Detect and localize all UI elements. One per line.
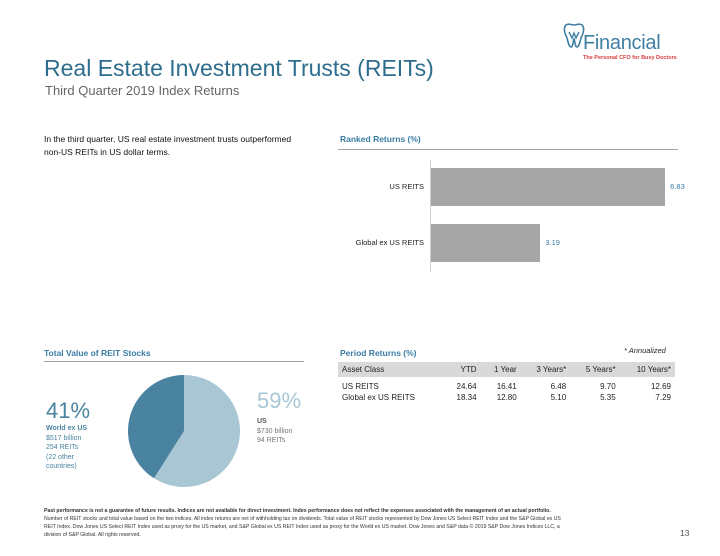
total-value-title: Total Value of REIT Stocks — [44, 348, 151, 358]
col-header: 3 Years* — [520, 362, 571, 377]
footer-bold-line: Past performance is not a guarantee of f… — [44, 508, 551, 514]
intro-text: In the third quarter, US real estate inv… — [44, 134, 292, 157]
ranked-returns-rule — [338, 149, 678, 150]
tooth-logo-icon — [563, 23, 585, 48]
col-header: Asset Class — [338, 362, 444, 377]
world-ex-us-details: World ex US $517 billion 254 REITs (22 o… — [46, 424, 87, 472]
pie-slice-world-ex-us — [127, 375, 184, 479]
reit-value-pie-chart — [127, 375, 240, 487]
pie-slice-us — [153, 375, 240, 487]
ranked-returns-title: Ranked Returns (%) — [340, 134, 421, 144]
table-cell: 5.10 — [550, 393, 567, 402]
period-returns-title: Period Returns (%) — [340, 348, 417, 358]
table-cell: 6.48 — [550, 382, 567, 391]
world-ex-us-count: 254 REITs — [46, 444, 79, 451]
table-cell: 9.70 — [600, 382, 616, 391]
logo-wordmark: Financial — [583, 32, 661, 54]
us-count: 94 REITs — [257, 437, 286, 444]
table-cell: 18.34 — [456, 393, 477, 402]
ranked-returns-chart: US REITS 6.83 Global ex US REITS 3.19 — [338, 160, 685, 280]
page-title: Real Estate Investment Trusts (REITs) — [44, 55, 434, 81]
annualized-note: * Annualized — [624, 346, 666, 355]
footer-line-2: Number of REIT stocks and total value ba… — [44, 516, 561, 522]
bar-category-label: US REITS — [389, 182, 424, 191]
table-cell: Global ex US REITS — [342, 393, 415, 402]
footer-line-3: REIT Index. Dow Jones US Select REIT Ind… — [44, 524, 560, 530]
world-ex-us-extra-2: countries) — [46, 463, 77, 470]
table-cell: 12.69 — [650, 382, 671, 391]
footer-line-4: division of S&P Global. All rights reser… — [44, 532, 141, 538]
footer-disclaimer: Past performance is not a guarantee of f… — [44, 507, 654, 539]
bar-value-label: 6.83 — [670, 182, 685, 191]
world-ex-us-percent: 41% — [46, 398, 91, 423]
table-cell: 24.64 — [456, 382, 477, 391]
chart-axis-line — [430, 160, 431, 272]
table-header-row: Asset Class YTD 1 Year 3 Years* 5 Years*… — [338, 362, 675, 377]
bar-value-label: 3.19 — [545, 238, 560, 247]
table-cell: 7.29 — [655, 393, 671, 402]
table-cell: 5.35 — [600, 393, 616, 402]
col-header: 10 Years* — [619, 362, 675, 377]
table-cell: 16.41 — [496, 382, 517, 391]
us-name: US — [257, 418, 267, 425]
table-row: US REITS 24.64 16.41 6.48 9.70 12.69 — [338, 377, 675, 392]
us-details: US $730 billion 94 REITs — [257, 417, 292, 446]
logo-tagline: The Personal CFO for Busy Doctors — [583, 55, 677, 61]
us-percent: 59% — [257, 388, 302, 413]
table-cell: US REITS — [342, 382, 379, 391]
bar-category-label: Global ex US REITS — [355, 238, 424, 247]
world-ex-us-name: World ex US — [46, 425, 88, 432]
table-cell: 12.80 — [496, 393, 517, 402]
col-header: YTD — [443, 362, 481, 377]
page-subtitle: Third Quarter 2019 Index Returns — [45, 83, 240, 98]
period-returns-table: Asset Class YTD 1 Year 3 Years* 5 Years*… — [338, 362, 675, 403]
world-ex-us-extra-1: (22 other — [46, 453, 75, 461]
col-header: 5 Years* — [570, 362, 620, 377]
total-value-rule — [44, 361, 304, 362]
page-number: 13 — [680, 528, 690, 538]
world-ex-us-value: $517 billion — [46, 434, 82, 442]
table-row: Global ex US REITS 18.34 12.80 5.10 5.35… — [338, 392, 675, 403]
us-value: $730 billion — [257, 427, 293, 435]
col-header: 1 Year — [480, 362, 521, 377]
bar — [431, 224, 541, 262]
bar — [431, 168, 666, 206]
